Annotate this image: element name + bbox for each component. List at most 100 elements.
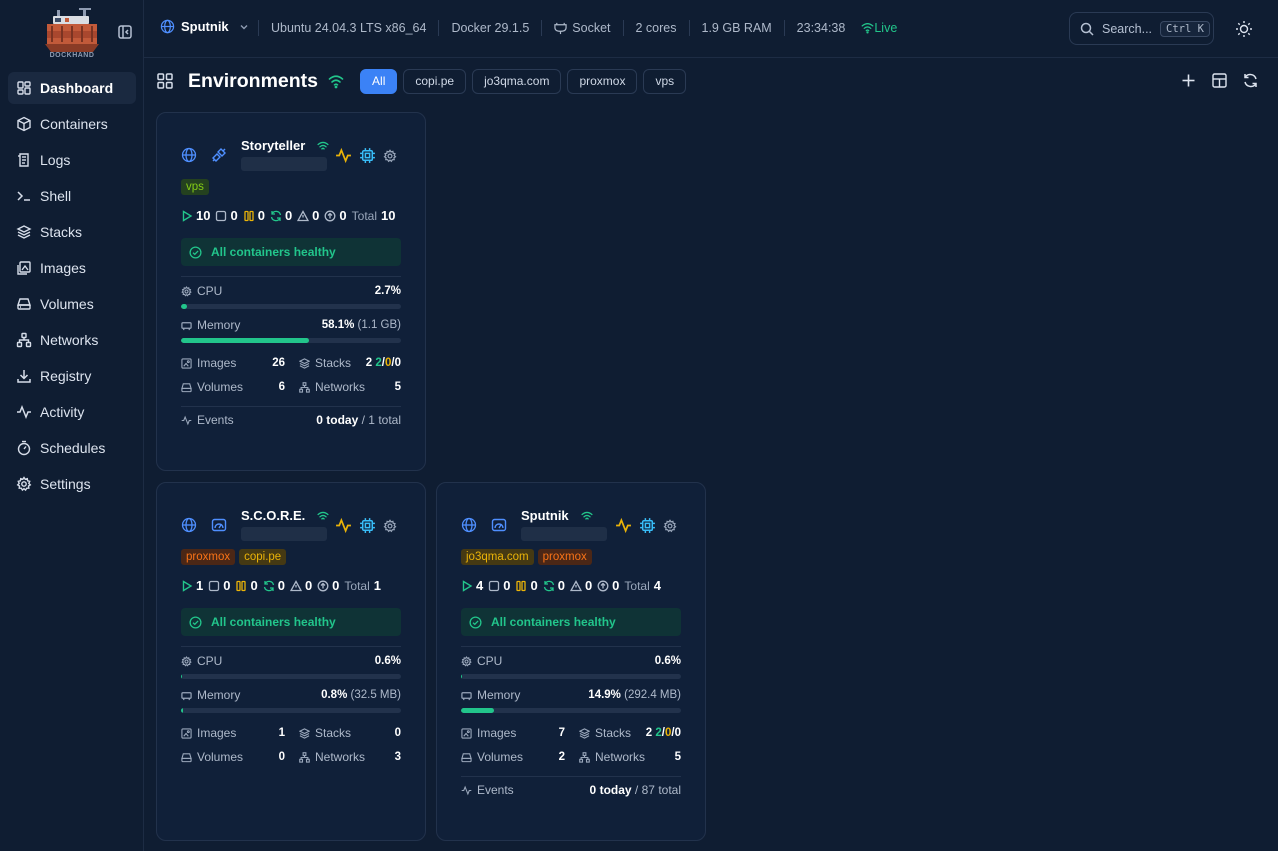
images-label: Images	[461, 726, 516, 740]
cpu-bar-fill	[461, 674, 463, 679]
plus-icon[interactable]	[1180, 72, 1197, 89]
logo-text: DOCKHAND	[49, 52, 95, 59]
sidebar-item-activity[interactable]: Activity	[8, 396, 136, 428]
image-icon	[181, 357, 192, 369]
sidebar-item-containers[interactable]: Containers	[8, 108, 136, 140]
sidebar-item-volumes[interactable]: Volumes	[8, 288, 136, 320]
sidebar-item-shell[interactable]: Shell	[8, 180, 136, 212]
redacted-host	[241, 157, 327, 171]
gear-icon[interactable]	[663, 518, 677, 533]
container-counts: 1 0 0 0 0 0 Total 1	[181, 578, 381, 593]
search-button[interactable]: Search... Ctrl K	[1069, 12, 1214, 45]
memory-value: 0.8% (32.5 MB)	[321, 689, 401, 701]
volumes-label-text: Volumes	[477, 750, 524, 764]
memory-bar	[181, 708, 401, 713]
memory-icon	[181, 320, 192, 331]
volumes-count: 2	[558, 751, 565, 763]
sidebar-item-schedules[interactable]: Schedules	[8, 432, 136, 464]
layout-icon[interactable]	[1211, 72, 1228, 89]
cpu-label-text: CPU	[477, 654, 503, 668]
sidebar-item-settings[interactable]: Settings	[8, 468, 136, 500]
gear-icon	[181, 655, 192, 667]
hard-drive-icon	[461, 752, 472, 763]
sidebar-item-stacks[interactable]: Stacks	[8, 216, 136, 248]
activity-icon[interactable]	[615, 517, 632, 534]
filter-vps[interactable]: vps	[643, 68, 687, 94]
stat-row: Volumes 2 Networks 5	[461, 745, 681, 769]
sidebar-item-logs[interactable]: Logs	[8, 144, 136, 176]
cpu-chip-icon[interactable]	[359, 517, 376, 534]
filter-all[interactable]: All	[360, 68, 398, 94]
cpu-bar	[181, 304, 401, 309]
memory-bar	[181, 338, 401, 343]
activity-icon[interactable]	[335, 147, 352, 164]
memory-icon	[181, 690, 192, 701]
events-total-count: 87	[641, 783, 655, 797]
divider	[181, 276, 401, 277]
stacks-running: 2	[655, 727, 662, 739]
sidebar-item-label: Activity	[40, 404, 85, 420]
gear-icon[interactable]	[383, 148, 397, 163]
sidebar-item-images[interactable]: Images	[8, 252, 136, 284]
images-stat[interactable]: Images 7	[461, 726, 579, 740]
cpu-chip-icon[interactable]	[639, 517, 656, 534]
memory-label-text: Memory	[477, 688, 521, 702]
sidebar-item-label: Schedules	[40, 440, 106, 456]
health-banner: All containers healthy	[181, 238, 401, 266]
cpu-row: CPU 2.7%	[181, 284, 401, 298]
tag: vps	[181, 179, 209, 195]
memory-icon	[461, 690, 472, 701]
activity-icon[interactable]	[335, 517, 352, 534]
cpu-value: 2.7%	[374, 285, 401, 297]
memory-label: Memory	[181, 318, 240, 332]
redacted-host	[241, 527, 327, 541]
networks-stat[interactable]: Networks 5	[299, 380, 401, 394]
cpu-row: CPU 0.6%	[461, 654, 681, 668]
filter-proxmox[interactable]: proxmox	[567, 68, 638, 94]
environment-card-storyteller[interactable]: Storyteller vps 10 0 0 0 0 0 Total 10 Al…	[156, 112, 426, 471]
page-title: Environments	[188, 69, 319, 92]
memory-row: Memory 0.8% (32.5 MB)	[181, 688, 401, 702]
images-stat[interactable]: Images 1	[181, 726, 299, 740]
gear-icon[interactable]	[383, 518, 397, 533]
sidebar-item-registry[interactable]: Registry	[8, 360, 136, 392]
events-value: 0 today / 1 total	[316, 413, 401, 427]
environment-card-sputnik[interactable]: Sputnik jo3qma.com proxmox 4 0 0 0 0 0 T…	[436, 482, 706, 841]
filter-jo3qma-com[interactable]: jo3qma.com	[472, 68, 562, 94]
environment-selector[interactable]: Sputnik	[160, 19, 249, 34]
events-today: 0 today	[316, 413, 358, 427]
environment-card-score[interactable]: S.C.O.R.E. proxmox copi.pe 1 0 0 0 0 0 T…	[156, 482, 426, 841]
restart-icon	[263, 580, 278, 592]
pause-icon	[515, 580, 530, 592]
sun-icon[interactable]	[1234, 19, 1254, 39]
volumes-stat[interactable]: Volumes 2	[461, 750, 579, 764]
dockhand-logo[interactable]: DOCKHAND	[43, 6, 101, 62]
stacks-stat[interactable]: Stacks 2 2/0/0	[579, 726, 681, 740]
volumes-stat[interactable]: Volumes 6	[181, 380, 299, 394]
pause-icon	[243, 210, 258, 222]
sidebar-item-dashboard[interactable]: Dashboard	[8, 72, 136, 104]
volumes-stat[interactable]: Volumes 0	[181, 750, 299, 764]
collapse-sidebar-icon[interactable]	[117, 24, 133, 40]
stacks-stat[interactable]: Stacks 0	[299, 726, 401, 740]
redacted-host	[521, 527, 607, 541]
images-stat[interactable]: Images 26	[181, 356, 299, 370]
events-today-suffix: today	[599, 783, 632, 797]
networks-stat[interactable]: Networks 5	[579, 750, 681, 764]
refresh-icon[interactable]	[1242, 72, 1259, 89]
globe-icon	[461, 517, 479, 535]
memory-bar	[461, 708, 681, 713]
play-icon	[181, 579, 196, 592]
stacks-stat[interactable]: Stacks 2 2/0/0	[299, 356, 401, 370]
card-actions	[335, 517, 397, 534]
cpu-chip-icon[interactable]	[359, 147, 376, 164]
volumes-label: Volumes	[461, 750, 523, 764]
sidebar-item-networks[interactable]: Networks	[8, 324, 136, 356]
filter-copi-pe[interactable]: copi.pe	[403, 68, 467, 94]
sidebar-nav: Dashboard Containers Logs Shell Stacks I…	[8, 72, 136, 504]
count-unhealthy: 0	[584, 578, 593, 593]
events-total-count: 1	[368, 413, 375, 427]
arrow-up-circle-icon	[324, 210, 339, 222]
networks-stat[interactable]: Networks 3	[299, 750, 401, 764]
arrow-up-circle-icon	[597, 580, 612, 592]
